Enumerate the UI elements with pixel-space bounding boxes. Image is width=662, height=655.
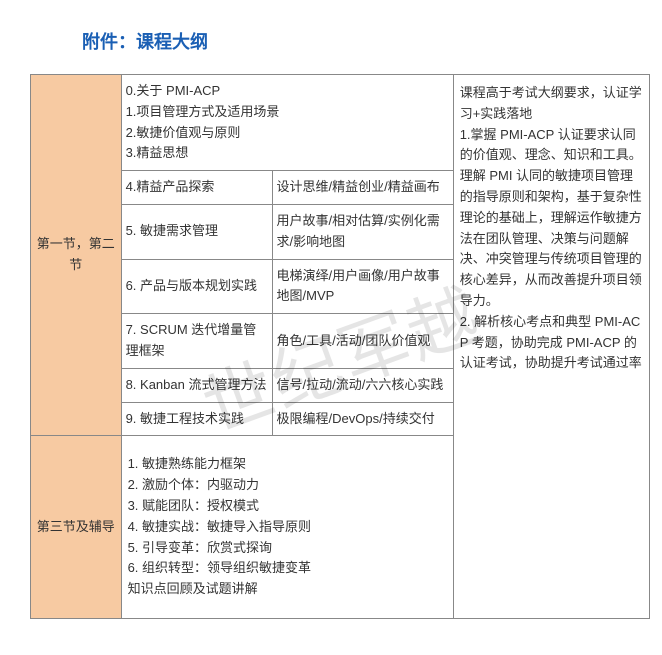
cell-7b: 角色/工具/活动/团队价值观 [272, 314, 453, 369]
cell-7a: 7. SCRUM 迭代增量管理框架 [121, 314, 272, 369]
table-wrapper: 世纪军越 第一节，第二节 0.关于 PMI-ACP 1.项目管理方式及适用场景 … [30, 74, 650, 619]
section-cell-1: 第一节，第二节 [31, 75, 122, 436]
cell-4a: 4.精益产品探索 [121, 171, 272, 205]
cell-6b: 电梯演绎/用户画像/用户故事地图/MVP [272, 259, 453, 314]
cell-8a: 8. Kanban 流式管理方法 [121, 368, 272, 402]
cell-part2: 1. 敏捷熟练能力框架 2. 激励个体：内驱动力 3. 赋能团队：授权模式 4.… [121, 436, 453, 619]
cell-9b: 极限编程/DevOps/持续交付 [272, 402, 453, 436]
cell-9a: 9. 敏捷工程技术实践 [121, 402, 272, 436]
cell-4b: 设计思维/精益创业/精益画布 [272, 171, 453, 205]
cell-intro: 0.关于 PMI-ACP 1.项目管理方式及适用场景 2.敏捷价值观与原则 3.… [121, 75, 453, 171]
table-row: 第一节，第二节 0.关于 PMI-ACP 1.项目管理方式及适用场景 2.敏捷价… [31, 75, 650, 171]
cell-6a: 6. 产品与版本规划实践 [121, 259, 272, 314]
syllabus-table: 第一节，第二节 0.关于 PMI-ACP 1.项目管理方式及适用场景 2.敏捷价… [30, 74, 650, 619]
cell-5b: 用户故事/相对估算/实例化需求/影响地图 [272, 204, 453, 259]
cell-8b: 信号/拉动/流动/六六核心实践 [272, 368, 453, 402]
section-cell-2: 第三节及辅导 [31, 436, 122, 619]
page-title: 附件：课程大纲 [82, 28, 642, 54]
cell-5a: 5. 敏捷需求管理 [121, 204, 272, 259]
cell-right: 课程高于考试大纲要求，认证学习+实践落地 1.掌握 PMI-ACP 认证要求认同… [453, 75, 649, 619]
